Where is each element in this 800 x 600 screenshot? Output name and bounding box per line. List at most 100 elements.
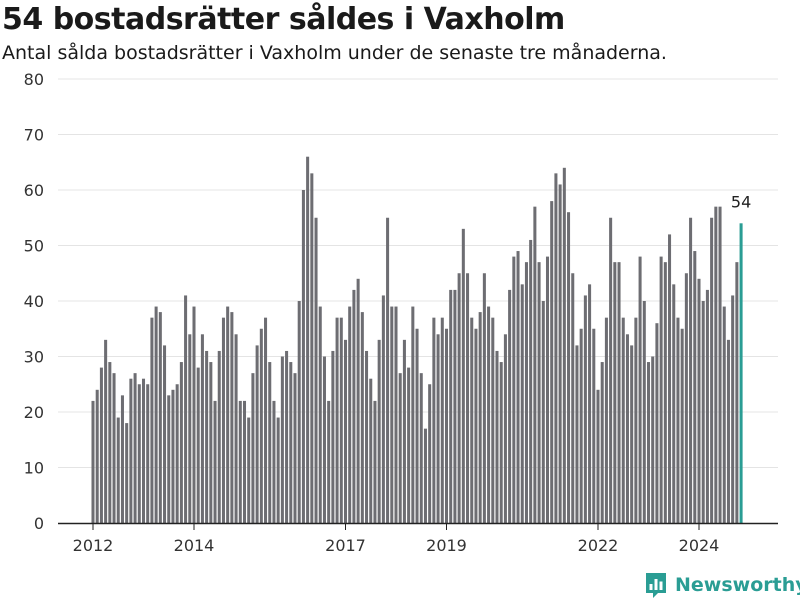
bar	[520, 284, 524, 523]
bar	[381, 295, 385, 523]
bar	[550, 201, 554, 523]
bar	[272, 400, 276, 523]
bar	[369, 378, 373, 523]
bar	[192, 306, 196, 523]
chart-subtitle: Antal sålda bostadsrätter i Vaxholm unde…	[2, 42, 667, 64]
bar	[697, 278, 701, 523]
bar	[474, 328, 478, 523]
chart-title: 54 bostadsrätter såldes i Vaxholm	[2, 2, 565, 37]
bar	[684, 273, 688, 523]
bar	[621, 317, 625, 523]
bar	[575, 345, 579, 523]
bar	[301, 190, 305, 523]
y-tick-label: 60	[24, 181, 44, 200]
bar	[188, 334, 192, 523]
bar	[377, 339, 381, 523]
bar	[167, 395, 171, 523]
brand-logo: Newsworthy	[644, 570, 800, 600]
bar	[524, 262, 528, 523]
y-tick-label: 70	[24, 126, 44, 145]
bar	[217, 350, 221, 523]
bar	[163, 345, 167, 523]
bar	[394, 306, 398, 523]
bar	[596, 389, 600, 523]
y-tick-label: 10	[24, 459, 44, 478]
bar	[352, 289, 356, 523]
bar	[234, 334, 238, 523]
bar	[356, 278, 360, 523]
bar	[705, 289, 709, 523]
bar	[154, 306, 158, 523]
bar	[407, 367, 411, 523]
bar	[491, 317, 495, 523]
bar	[91, 400, 95, 523]
bar	[339, 317, 343, 523]
bar	[449, 289, 453, 523]
x-tick-label: 2017	[325, 536, 366, 555]
bar	[436, 334, 440, 523]
y-tick-label: 20	[24, 403, 44, 422]
bar	[268, 362, 272, 523]
bar	[714, 206, 718, 523]
bar	[562, 167, 566, 524]
bar	[432, 317, 436, 523]
bar	[470, 317, 474, 523]
bar	[642, 301, 646, 523]
bar	[306, 156, 310, 523]
bar	[99, 367, 103, 523]
bar	[478, 312, 482, 523]
bar	[668, 234, 672, 523]
bar	[108, 362, 112, 523]
y-tick-label: 50	[24, 237, 44, 256]
bar	[205, 350, 209, 523]
bar	[213, 400, 217, 523]
bar	[196, 367, 200, 523]
bar	[104, 339, 108, 523]
x-tick-label: 2022	[578, 536, 619, 555]
bar	[297, 301, 301, 523]
bar	[533, 206, 537, 523]
bar	[630, 345, 634, 523]
bar	[512, 256, 516, 523]
bar	[230, 312, 234, 523]
y-tick-label: 30	[24, 348, 44, 367]
bar	[537, 262, 541, 523]
bar	[558, 184, 562, 523]
bar	[646, 362, 651, 523]
bar	[386, 217, 390, 523]
y-tick-label: 40	[24, 292, 44, 311]
bar	[466, 273, 470, 523]
bar	[440, 317, 444, 523]
bar	[545, 256, 550, 523]
bar	[264, 317, 268, 523]
bar	[125, 423, 129, 523]
bar	[158, 312, 162, 523]
bar	[184, 295, 188, 523]
bar	[411, 306, 415, 523]
bar	[137, 384, 141, 523]
bar	[672, 284, 676, 523]
bar	[247, 417, 251, 523]
bar	[676, 317, 680, 523]
bar	[735, 262, 739, 523]
y-tick-label: 80	[24, 70, 44, 89]
bar	[529, 239, 533, 523]
bar	[423, 428, 427, 523]
bar	[428, 384, 432, 523]
bar	[390, 306, 394, 523]
bar	[613, 262, 617, 523]
bar	[415, 328, 419, 523]
newsworthy-logo-icon	[646, 573, 666, 598]
bar	[221, 317, 225, 523]
bar	[693, 251, 697, 524]
bar	[419, 373, 423, 523]
bar	[280, 356, 284, 523]
x-tick-label: 2019	[426, 536, 467, 555]
bar	[175, 384, 179, 523]
brand-name: Newsworthy	[675, 574, 800, 596]
bar	[343, 339, 348, 523]
bar	[171, 389, 175, 523]
bar	[327, 400, 331, 523]
bar	[680, 328, 684, 523]
